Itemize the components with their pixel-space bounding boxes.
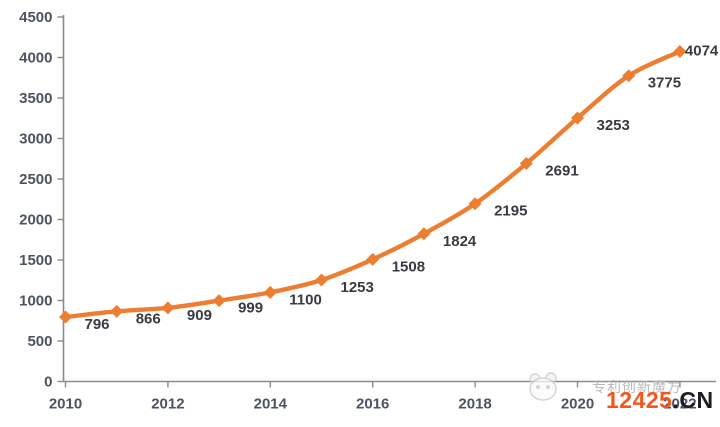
data-point-label: 4074	[685, 43, 719, 60]
y-axis-tick-label: 3000	[19, 131, 52, 148]
data-point-label: 796	[85, 316, 110, 333]
data-point-marker	[315, 273, 328, 287]
data-point-label: 866	[136, 310, 161, 327]
x-axis-tick-label: 2010	[49, 396, 82, 413]
x-axis-tick-label: 2012	[151, 396, 184, 413]
data-point-marker	[263, 285, 277, 299]
data-point-marker	[110, 304, 124, 318]
data-point-label: 1824	[443, 233, 477, 250]
data-point-label: 3253	[597, 117, 630, 134]
data-point-label: 909	[187, 307, 212, 324]
data-point-marker	[366, 252, 380, 266]
y-axis-tick-label: 3500	[19, 90, 52, 107]
y-axis-tick-label: 4500	[19, 9, 52, 26]
series-line	[63, 49, 683, 320]
x-axis-tick-label: 2018	[458, 396, 491, 413]
data-point-marker	[468, 197, 482, 211]
data-point-label: 1100	[289, 291, 322, 308]
y-axis-tick-label: 1000	[19, 293, 52, 310]
data-point-label: 2691	[545, 163, 578, 180]
data-point-label: 1508	[392, 258, 425, 275]
data-point-marker	[571, 111, 584, 125]
data-point-label: 1253	[341, 279, 374, 296]
y-axis-tick-label: 500	[27, 333, 52, 350]
x-axis-tick-label: 2016	[356, 396, 389, 413]
data-point-marker	[212, 294, 226, 308]
y-axis-tick-label: 2500	[19, 171, 52, 188]
x-axis-tick-label: 2022	[663, 396, 696, 413]
y-axis-tick-label: 0	[44, 374, 52, 391]
data-point-label: 2195	[494, 203, 527, 220]
x-axis-tick-label: 2020	[561, 396, 594, 413]
data-point-label: 3775	[648, 75, 681, 92]
x-axis-tick-label: 2014	[254, 396, 288, 413]
data-point-marker	[59, 310, 72, 324]
y-axis-tick-label: 2000	[19, 212, 52, 229]
data-point-marker	[519, 157, 533, 171]
data-point-marker	[417, 227, 431, 241]
data-point-marker	[161, 301, 175, 315]
data-point-marker	[673, 45, 687, 59]
y-axis-tick-label: 4000	[19, 50, 52, 67]
data-point-label: 999	[238, 300, 263, 317]
data-point-marker	[622, 69, 636, 83]
y-axis-tick-label: 1500	[19, 252, 52, 269]
